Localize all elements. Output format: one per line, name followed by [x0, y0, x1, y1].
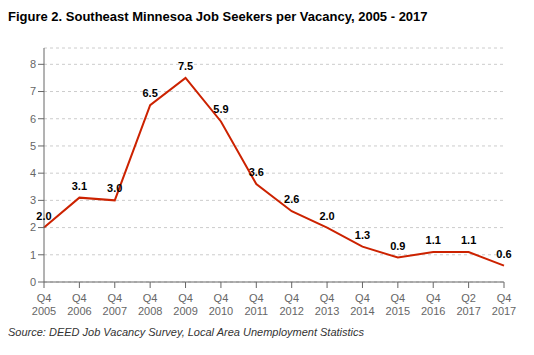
svg-text:Q42009: Q42009 [173, 292, 197, 317]
svg-text:Q42017: Q42017 [492, 292, 516, 317]
svg-text:7.5: 7.5 [178, 60, 193, 72]
svg-text:Q42005: Q42005 [32, 292, 56, 317]
svg-text:7: 7 [30, 85, 36, 97]
svg-text:1: 1 [30, 249, 36, 261]
svg-text:2: 2 [30, 221, 36, 233]
svg-text:8: 8 [30, 58, 36, 70]
svg-text:3.1: 3.1 [72, 180, 87, 192]
svg-text:Q42014: Q42014 [350, 292, 374, 317]
svg-text:Q22017: Q22017 [456, 292, 480, 317]
svg-text:6: 6 [30, 113, 36, 125]
svg-text:Q42012: Q42012 [279, 292, 303, 317]
svg-text:4: 4 [30, 167, 36, 179]
svg-text:3: 3 [30, 194, 36, 206]
svg-text:3.0: 3.0 [107, 182, 122, 194]
svg-text:Q42008: Q42008 [138, 292, 162, 317]
svg-text:3.6: 3.6 [249, 166, 264, 178]
svg-text:Q42010: Q42010 [209, 292, 233, 317]
html-text:Source: DEED Job Vacancy Surve: Source: DEED Job Vacancy Survey, Local A… [8, 326, 364, 338]
svg-text:1.1: 1.1 [426, 234, 441, 246]
svg-text:5.9: 5.9 [213, 103, 228, 115]
svg-text:5: 5 [30, 140, 36, 152]
html-text:Figure 2. Southeast Minnesoa J: Figure 2. Southeast Minnesoa Job Seekers… [8, 9, 428, 24]
svg-text:Q42013: Q42013 [315, 292, 339, 317]
svg-text:2.6: 2.6 [284, 193, 299, 205]
svg-text:Q42007: Q42007 [103, 292, 127, 317]
svg-text:0: 0 [30, 276, 36, 288]
svg-text:6.5: 6.5 [143, 87, 158, 99]
svg-text:0.9: 0.9 [390, 240, 405, 252]
svg-text:Q42016: Q42016 [421, 292, 445, 317]
svg-text:0.6: 0.6 [496, 248, 511, 260]
svg-text:1.1: 1.1 [461, 234, 476, 246]
svg-text:2.0: 2.0 [319, 210, 334, 222]
svg-text:Q42015: Q42015 [386, 292, 410, 317]
svg-text:1.3: 1.3 [355, 229, 370, 241]
svg-text:Q42006: Q42006 [67, 292, 91, 317]
svg-text:Q42011: Q42011 [244, 292, 268, 317]
svg-text:2.0: 2.0 [36, 210, 51, 222]
